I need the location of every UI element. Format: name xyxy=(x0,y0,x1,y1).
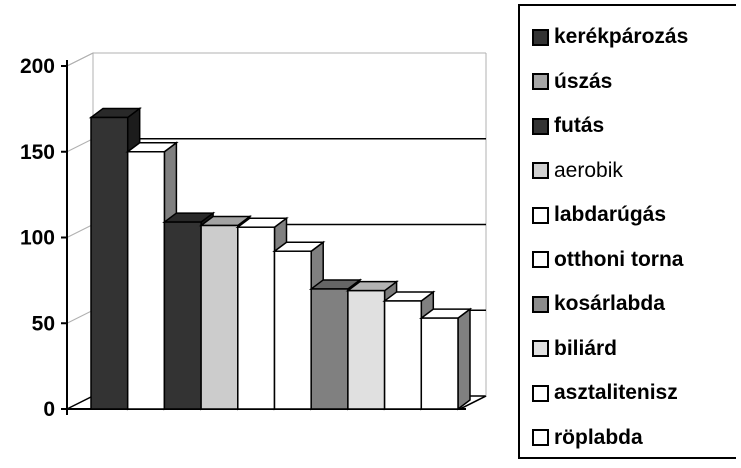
chart-legend: kerékpározás úszás futás aerobik labdarúgás o… xyxy=(518,4,736,459)
legend-label: labdarúgás xyxy=(554,203,667,226)
legend-swatch xyxy=(532,28,549,46)
legend-item: asztalitenisz xyxy=(532,378,678,408)
y-tick-label: 150 xyxy=(20,141,55,164)
legend-swatch xyxy=(532,429,549,446)
x-axis-depth xyxy=(459,395,487,410)
gridline-side xyxy=(66,224,94,238)
legend-swatch xyxy=(532,206,549,224)
y-tick-label: 100 xyxy=(20,227,55,250)
legend-label: futás xyxy=(554,114,605,137)
chart-area: 0 50 100 150 200 xyxy=(20,52,487,421)
legend-label: asztalitenisz xyxy=(554,381,678,404)
legend-swatch xyxy=(532,295,549,313)
y-tick-label: 50 xyxy=(32,312,55,335)
bar xyxy=(273,250,312,410)
legend-item: futás xyxy=(532,111,604,141)
bar xyxy=(420,317,459,410)
legend-label: biliárd xyxy=(554,336,618,360)
bar xyxy=(347,289,386,410)
gridline-side xyxy=(66,309,94,324)
legend-item: aerobik xyxy=(532,156,623,186)
legend-swatch xyxy=(532,162,549,179)
bar xyxy=(126,151,166,410)
legend-item: otthoni torna xyxy=(532,245,683,275)
legend-label: otthoni torna xyxy=(554,247,684,271)
legend-label: röplabda xyxy=(554,425,643,449)
legend-swatch xyxy=(532,251,549,268)
legend-swatch xyxy=(532,340,549,357)
gridline-side xyxy=(66,52,94,67)
legend-label: úszás xyxy=(554,69,613,93)
legend-label: aerobik xyxy=(554,158,623,182)
legend-item: biliárd xyxy=(532,334,617,364)
legend-item: kerékpározás xyxy=(532,22,688,52)
bar xyxy=(90,116,129,410)
y-tick-label: 200 xyxy=(20,55,55,78)
y-tick-label: 0 xyxy=(43,398,55,421)
legend-item: röplabda xyxy=(532,423,643,453)
bar xyxy=(163,221,202,410)
legend-item: úszás xyxy=(532,67,612,97)
legend-label: kerékpározás xyxy=(554,25,689,48)
legend-swatch xyxy=(532,384,549,402)
legend-swatch xyxy=(532,117,549,135)
bar-side xyxy=(457,307,471,411)
legend-swatch xyxy=(532,73,549,90)
bar xyxy=(383,300,423,410)
legend-item: kosárlabda xyxy=(532,289,665,319)
legend-item: labdarúgás xyxy=(532,200,666,230)
bar-chart: 0 50 100 150 200 xyxy=(20,52,487,421)
bar xyxy=(310,288,349,410)
legend-label: kosárlabda xyxy=(554,292,665,315)
bar xyxy=(200,224,239,410)
gridline-side xyxy=(66,138,94,153)
bar xyxy=(237,226,276,410)
